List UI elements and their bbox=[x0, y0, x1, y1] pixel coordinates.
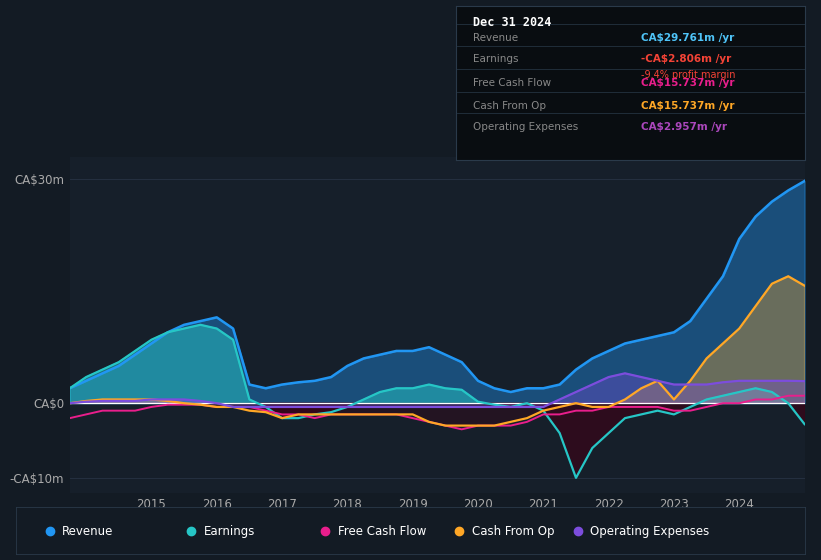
Text: Cash From Op: Cash From Op bbox=[473, 101, 546, 111]
Text: Cash From Op: Cash From Op bbox=[472, 525, 554, 538]
Text: Operating Expenses: Operating Expenses bbox=[590, 525, 709, 538]
Text: Revenue: Revenue bbox=[62, 525, 113, 538]
Text: CA$29.761m /yr: CA$29.761m /yr bbox=[640, 33, 734, 43]
Text: CA$2.957m /yr: CA$2.957m /yr bbox=[640, 122, 727, 132]
Text: Earnings: Earnings bbox=[473, 54, 519, 64]
Text: -CA$2.806m /yr: -CA$2.806m /yr bbox=[640, 54, 731, 64]
Text: CA$15.737m /yr: CA$15.737m /yr bbox=[640, 101, 734, 111]
Text: CA$15.737m /yr: CA$15.737m /yr bbox=[640, 78, 734, 87]
Text: Free Cash Flow: Free Cash Flow bbox=[338, 525, 426, 538]
Text: Dec 31 2024: Dec 31 2024 bbox=[473, 16, 552, 29]
Text: Earnings: Earnings bbox=[204, 525, 255, 538]
Text: Free Cash Flow: Free Cash Flow bbox=[473, 78, 551, 87]
Text: Revenue: Revenue bbox=[473, 33, 518, 43]
Text: -9.4% profit margin: -9.4% profit margin bbox=[640, 70, 735, 80]
Text: Operating Expenses: Operating Expenses bbox=[473, 122, 578, 132]
